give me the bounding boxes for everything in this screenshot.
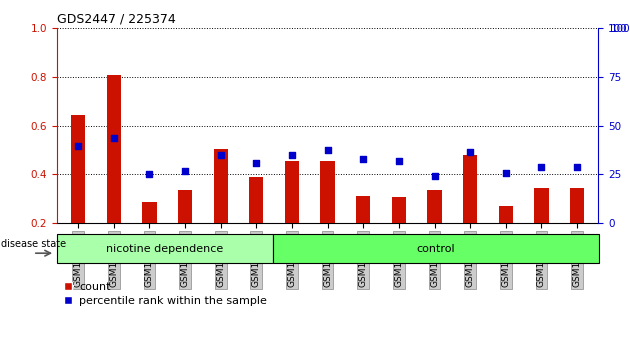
Bar <box>142 202 156 272</box>
Bar <box>392 198 406 272</box>
Point <box>109 135 119 141</box>
Point <box>180 168 190 173</box>
Point <box>536 164 546 170</box>
Text: GDS2447 / 225374: GDS2447 / 225374 <box>57 13 175 26</box>
Point <box>251 161 261 166</box>
Bar <box>427 190 442 272</box>
Text: nicotine dependence: nicotine dependence <box>106 244 224 254</box>
Bar <box>249 177 263 272</box>
Bar <box>499 206 513 272</box>
Point <box>323 147 333 153</box>
Text: control: control <box>416 244 455 254</box>
Point <box>144 172 154 177</box>
Point <box>394 158 404 164</box>
Bar <box>178 190 192 272</box>
Bar <box>570 188 584 272</box>
Bar <box>106 75 121 272</box>
FancyBboxPatch shape <box>57 234 273 263</box>
Bar <box>534 188 549 272</box>
Point <box>501 170 511 176</box>
Legend: count, percentile rank within the sample: count, percentile rank within the sample <box>62 282 266 306</box>
Point <box>465 150 475 155</box>
Text: disease state: disease state <box>1 239 66 249</box>
Bar <box>214 149 228 272</box>
Point <box>572 164 582 170</box>
Point <box>215 152 226 158</box>
Point <box>430 173 440 178</box>
Bar <box>356 196 370 272</box>
FancyBboxPatch shape <box>273 234 598 263</box>
Bar <box>71 115 85 272</box>
Y-axis label: 100%: 100% <box>611 24 630 34</box>
Point <box>73 143 83 149</box>
Bar <box>463 155 478 272</box>
Bar <box>285 161 299 272</box>
Point <box>358 156 369 161</box>
Point <box>287 152 297 158</box>
Bar <box>321 161 335 272</box>
